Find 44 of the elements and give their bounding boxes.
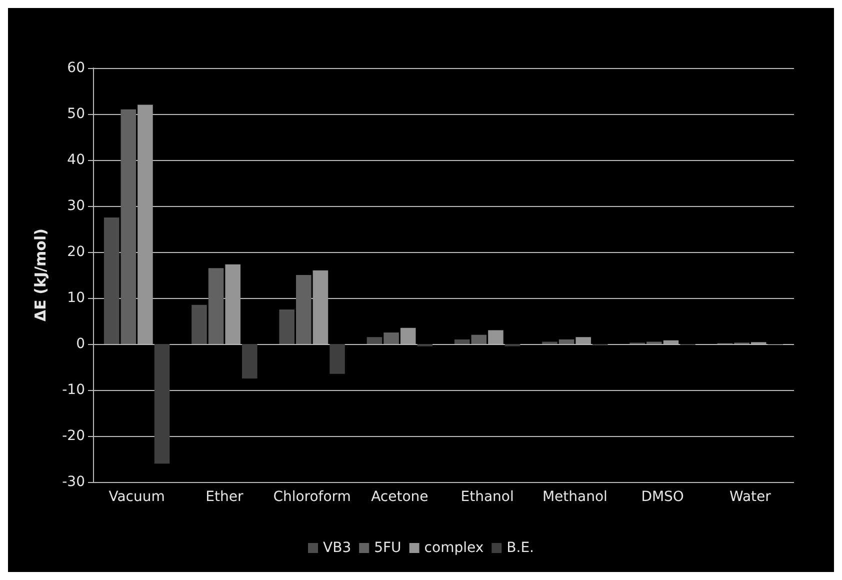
y-tick-label: -10 (62, 382, 85, 398)
bar (663, 340, 679, 344)
y-tick-label: 10 (67, 290, 85, 306)
bar (576, 337, 591, 344)
x-tick-label: Ether (206, 489, 244, 505)
bar (138, 104, 153, 344)
x-tick-label: Chloroform (273, 489, 351, 505)
bar (366, 337, 382, 344)
y-tick-label: -30 (62, 474, 85, 490)
bar (104, 218, 120, 344)
x-tick-label: Water (729, 489, 772, 505)
legend-label: complex (424, 540, 484, 556)
x-tick-label: Acetone (371, 489, 428, 505)
bar (154, 344, 170, 464)
bar (192, 304, 207, 344)
bar (120, 109, 136, 344)
y-tick-label: 40 (67, 152, 85, 168)
bar (296, 275, 312, 344)
bar (558, 339, 574, 344)
bar (330, 344, 345, 374)
x-tick-label: Methanol (542, 489, 608, 505)
bar (279, 310, 294, 344)
x-tick-label: Ethanol (460, 489, 514, 505)
bar (400, 328, 416, 344)
legend-label: 5FU (374, 540, 402, 556)
bar (242, 344, 258, 378)
bar (488, 330, 504, 344)
y-tick-label: 30 (67, 198, 85, 214)
x-tick-label: Vacuum (108, 489, 165, 505)
bar (208, 268, 224, 344)
y-tick-label: 50 (67, 106, 85, 122)
bar (384, 332, 399, 344)
bar (454, 339, 470, 344)
x-tick-label: DMSO (641, 489, 684, 505)
y-tick-label: 60 (67, 60, 85, 76)
y-tick-label: -20 (62, 428, 85, 444)
y-axis-title: ΔE (kJ/mol) (32, 228, 50, 322)
legend-label: VB3 (323, 540, 352, 556)
bar (471, 334, 487, 344)
bar (225, 264, 240, 344)
y-tick-label: 20 (67, 244, 85, 260)
legend-label: B.E. (506, 540, 534, 556)
y-tick-label: 0 (76, 336, 85, 352)
bar (312, 270, 328, 344)
